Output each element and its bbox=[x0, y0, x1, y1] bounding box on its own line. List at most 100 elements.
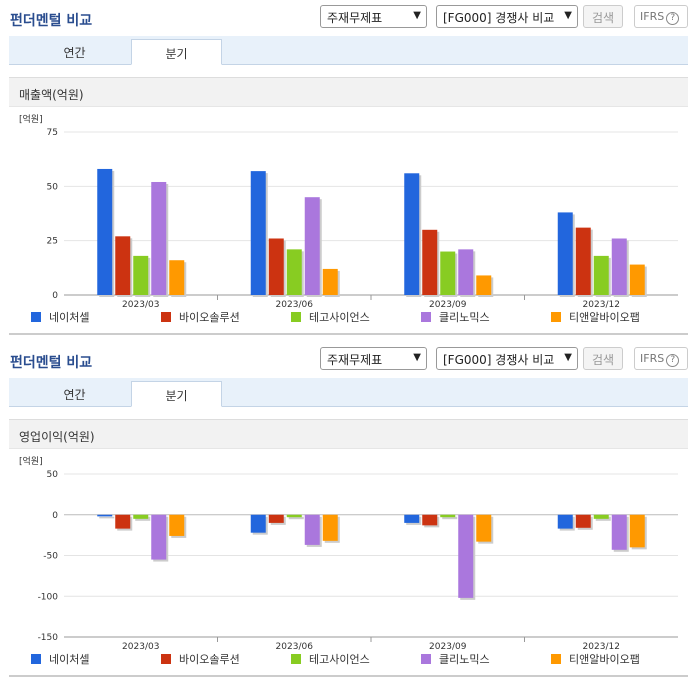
unit-label: [억원] bbox=[19, 455, 43, 467]
compare-select[interactable]: [FG000] 경쟁사 비교 ▼ bbox=[436, 347, 578, 370]
legend-label: 클리노믹스 bbox=[439, 653, 490, 666]
legend-swatch bbox=[551, 654, 561, 664]
legend-label: 바이오솔루션 bbox=[179, 653, 240, 666]
y-tick-label: -50 bbox=[43, 552, 58, 562]
divider bbox=[9, 675, 688, 677]
bar bbox=[557, 212, 573, 295]
chevron-down-icon: ▼ bbox=[564, 352, 572, 363]
bar bbox=[440, 514, 456, 518]
compare-value: [FG000] 경쟁사 비교 bbox=[443, 11, 555, 25]
legend-label: 클리노믹스 bbox=[439, 311, 490, 324]
bar bbox=[476, 514, 492, 542]
operating-profit-panel: 펀더멘털 비교 주재무제표 ▼ [FG000] 경쟁사 비교 ▼ 검색 IFRS? … bbox=[0, 342, 696, 684]
y-tick-label: 50 bbox=[47, 182, 59, 192]
bar bbox=[404, 514, 420, 523]
bar bbox=[304, 197, 320, 295]
bar bbox=[151, 514, 167, 560]
legend-label: 티앤알바이오팹 bbox=[569, 310, 640, 324]
bar bbox=[133, 255, 149, 295]
bar bbox=[151, 181, 167, 295]
bar bbox=[611, 514, 627, 550]
ifrs-help-button[interactable]: IFRS? bbox=[634, 347, 688, 370]
bar bbox=[286, 249, 302, 295]
bar-shadow bbox=[288, 516, 304, 520]
bar bbox=[629, 514, 645, 548]
x-tick-label: 2023/03 bbox=[122, 300, 159, 310]
legend-swatch bbox=[291, 312, 301, 322]
panel-title: 펀더멘털 비교 bbox=[10, 13, 93, 29]
period-tabs: 연간 분기 bbox=[9, 378, 688, 407]
legend-swatch bbox=[31, 312, 41, 322]
x-tick-label: 2023/09 bbox=[429, 642, 467, 652]
bar bbox=[286, 514, 302, 518]
y-tick-label: 0 bbox=[52, 511, 58, 521]
bar-shadow bbox=[442, 516, 458, 520]
bar-shadow bbox=[99, 516, 115, 519]
x-tick-label: 2023/12 bbox=[583, 300, 620, 310]
bar bbox=[115, 514, 131, 529]
legend-swatch bbox=[161, 654, 171, 664]
bar bbox=[250, 514, 266, 533]
bar bbox=[422, 229, 438, 295]
revenue-chart: [억원] 0 25 50 75 2023/03 2023/06 2023/09 2023/12 네… bbox=[19, 113, 678, 324]
bar bbox=[115, 236, 131, 295]
search-button[interactable]: 검색 bbox=[583, 5, 624, 28]
bar bbox=[97, 168, 113, 295]
legend-swatch bbox=[291, 654, 301, 664]
compare-value: [FG000] 경쟁사 비교 bbox=[443, 353, 555, 367]
y-tick-label: 25 bbox=[47, 237, 58, 247]
x-tick-label: 2023/06 bbox=[276, 642, 314, 652]
chevron-down-icon: ▼ bbox=[413, 352, 421, 363]
legend-swatch bbox=[551, 312, 561, 322]
question-icon: ? bbox=[666, 354, 680, 367]
tab-annual[interactable]: 연간 bbox=[63, 388, 86, 402]
period-tabs: 연간 분기 bbox=[9, 36, 688, 65]
divider bbox=[9, 333, 688, 335]
tab-annual[interactable]: 연간 bbox=[63, 46, 86, 60]
bar bbox=[575, 227, 591, 295]
bar bbox=[133, 514, 149, 519]
legend-swatch bbox=[421, 312, 431, 322]
x-tick-label: 2023/03 bbox=[122, 642, 159, 652]
y-tick-label: 50 bbox=[47, 470, 59, 480]
report-type-select[interactable]: 주재무제표 ▼ bbox=[320, 347, 427, 370]
bar bbox=[611, 238, 627, 295]
legend-swatch bbox=[31, 654, 41, 664]
bar bbox=[404, 173, 420, 295]
legend-label: 테고사이언스 bbox=[309, 653, 370, 666]
tab-quarterly[interactable]: 분기 bbox=[131, 381, 222, 407]
panel-title: 펀더멘털 비교 bbox=[10, 355, 93, 371]
bar bbox=[169, 260, 185, 295]
legend-swatch bbox=[421, 654, 431, 664]
unit-label: [억원] bbox=[19, 113, 43, 125]
ifrs-label: IFRS bbox=[640, 10, 665, 23]
chevron-down-icon: ▼ bbox=[413, 10, 421, 21]
x-tick-label: 2023/12 bbox=[583, 642, 620, 652]
operating-profit-chart: [억원] 50 0 -50 -100 -150 2023/03 2023/06 2023/09 2… bbox=[19, 455, 678, 666]
search-button[interactable]: 검색 bbox=[583, 347, 624, 370]
legend-label: 네이처셀 bbox=[49, 653, 89, 666]
bar bbox=[458, 514, 474, 598]
chart-subheading: 매출액(억원) bbox=[9, 77, 688, 107]
y-tick-label: 0 bbox=[52, 291, 58, 301]
legend-label: 테고사이언스 bbox=[309, 311, 370, 324]
legend-label: 티앤알바이오팹 bbox=[569, 652, 640, 666]
bar bbox=[322, 514, 338, 541]
legend-label: 네이처셀 bbox=[49, 311, 89, 324]
y-tick-label: -150 bbox=[38, 633, 59, 643]
compare-select[interactable]: [FG000] 경쟁사 비교 ▼ bbox=[436, 5, 578, 28]
bar bbox=[575, 514, 591, 528]
y-tick-label: 75 bbox=[47, 128, 58, 138]
tab-quarterly[interactable]: 분기 bbox=[131, 39, 222, 65]
bar bbox=[304, 514, 320, 545]
report-type-value: 주재무제표 bbox=[327, 11, 383, 25]
report-type-select[interactable]: 주재무제표 ▼ bbox=[320, 5, 427, 28]
bar bbox=[268, 238, 284, 295]
bar bbox=[593, 514, 609, 519]
question-icon: ? bbox=[666, 12, 680, 25]
legend-label: 바이오솔루션 bbox=[179, 311, 240, 324]
bar bbox=[557, 514, 573, 529]
report-type-value: 주재무제표 bbox=[327, 353, 383, 367]
chevron-down-icon: ▼ bbox=[564, 10, 572, 21]
ifrs-help-button[interactable]: IFRS? bbox=[634, 5, 688, 28]
